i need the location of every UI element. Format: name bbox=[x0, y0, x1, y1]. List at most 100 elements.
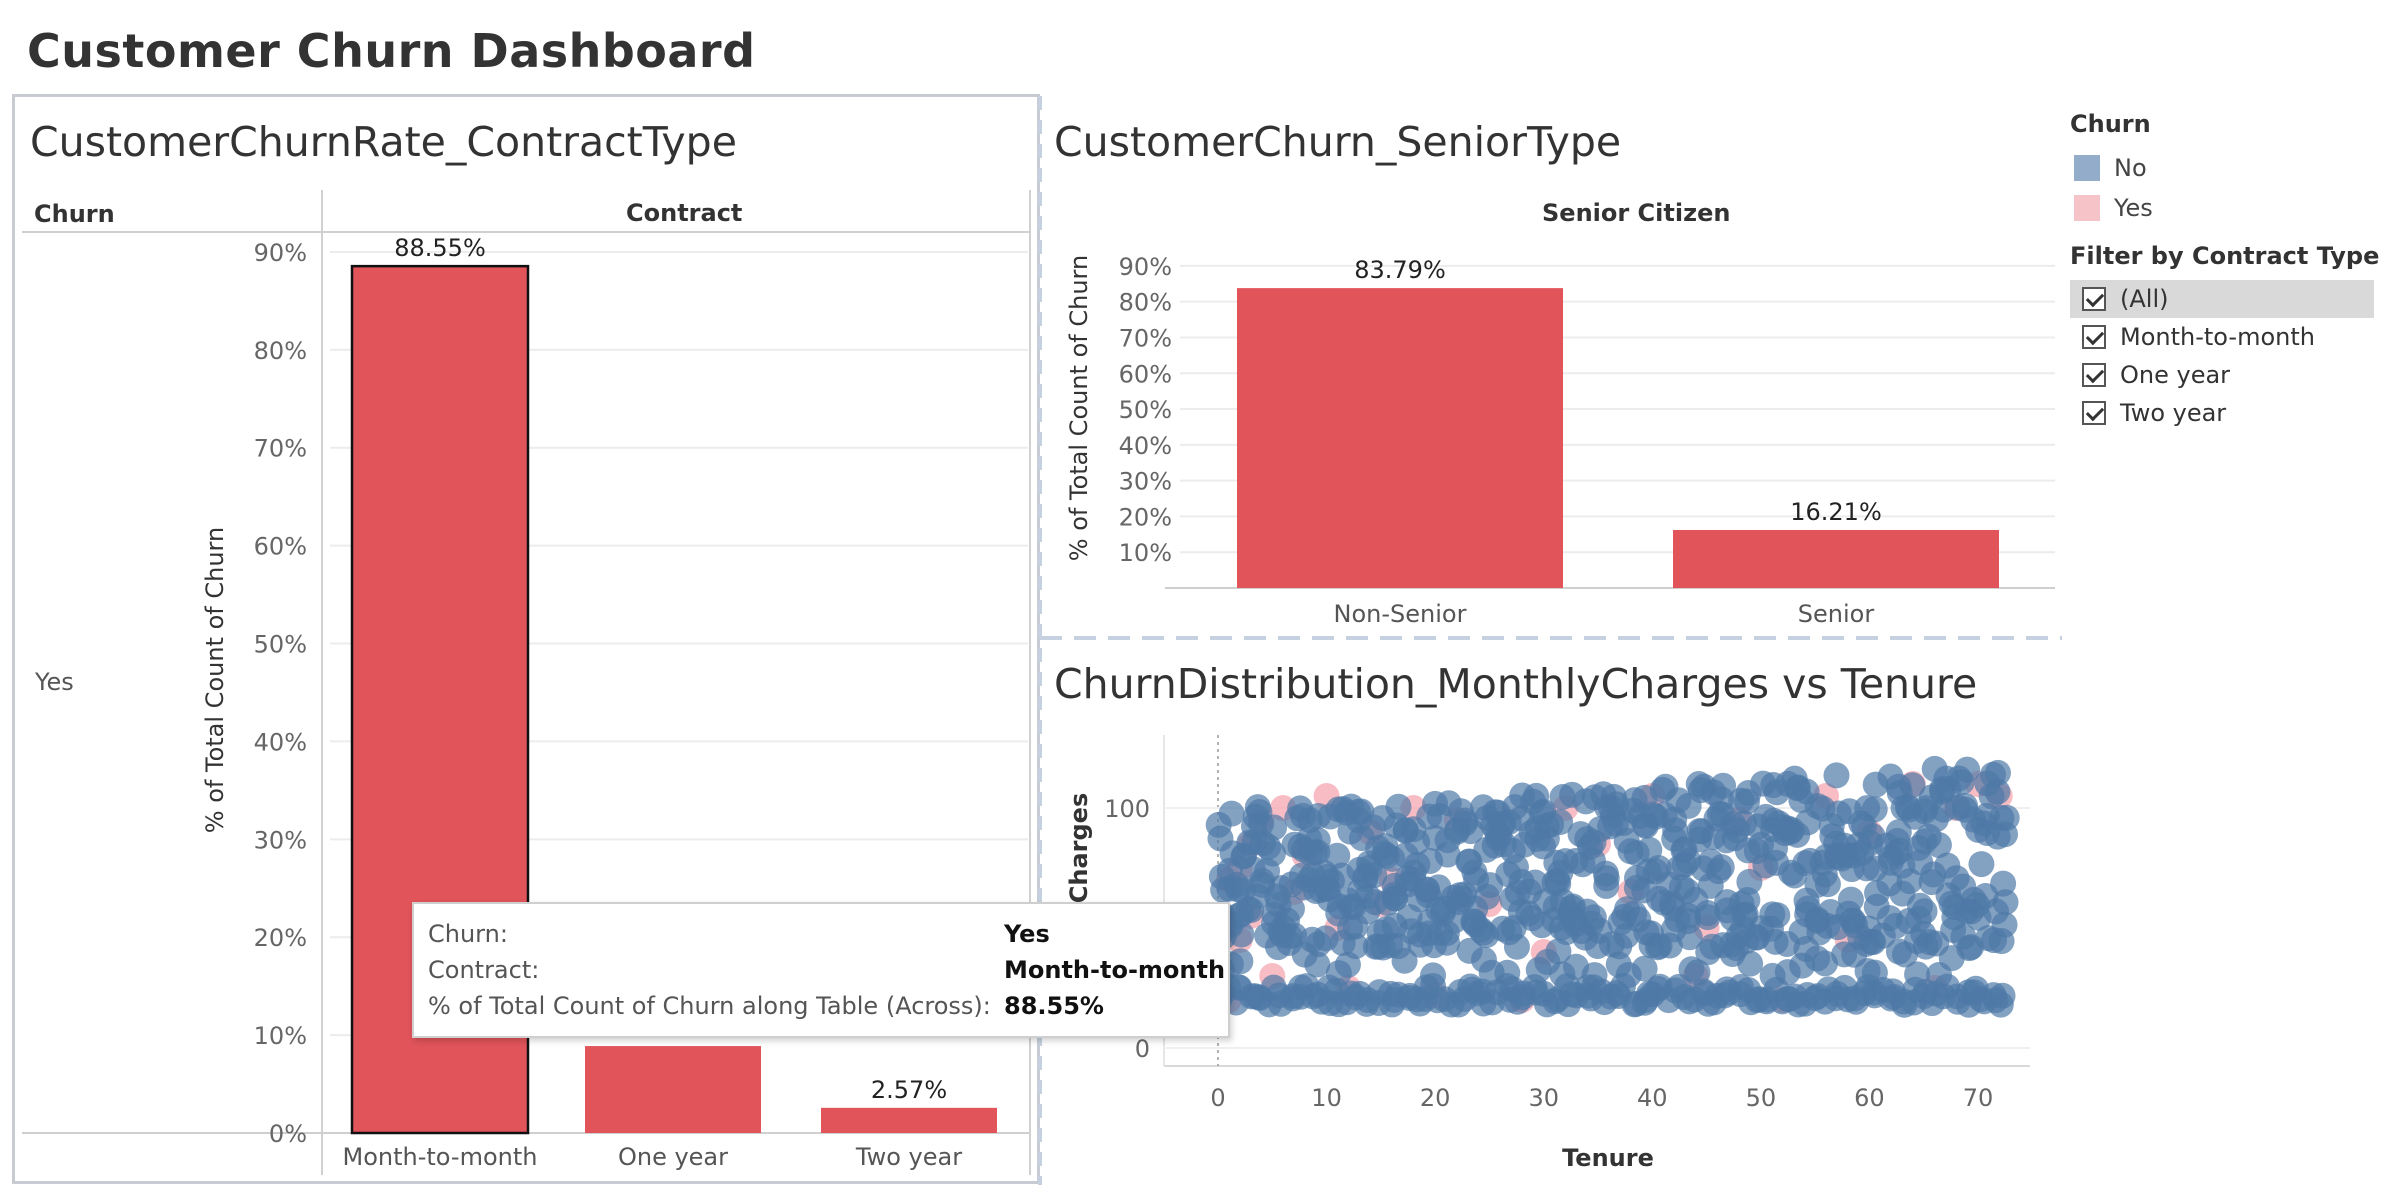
y-tick-label: 60% bbox=[1119, 360, 1172, 388]
scatter-point-no bbox=[1361, 862, 1388, 889]
x-tick-label: 20 bbox=[1420, 1084, 1451, 1112]
filter-option-label: Two year bbox=[2120, 399, 2227, 427]
y-tick-label: 30% bbox=[1119, 468, 1172, 496]
y-tick-label: 0% bbox=[269, 1120, 307, 1148]
x-tick-label: 30 bbox=[1528, 1084, 1559, 1112]
legend-item-no[interactable]: No bbox=[2074, 148, 2153, 188]
bar bbox=[821, 1107, 997, 1133]
scatter-point-no bbox=[1218, 800, 1245, 827]
y-tick-label: 50% bbox=[254, 631, 307, 659]
x-category-label: One year bbox=[618, 1143, 728, 1171]
scatter-point-no bbox=[1708, 786, 1735, 813]
filter-option-one-year[interactable]: One year bbox=[2070, 356, 2374, 394]
filter-option-two-year[interactable]: Two year bbox=[2070, 394, 2374, 432]
y-tick-label: 10% bbox=[254, 1022, 307, 1050]
scatter-point-no bbox=[1814, 871, 1841, 898]
scatter-point-no bbox=[1992, 821, 2019, 848]
scatter-point-no bbox=[1675, 902, 1702, 929]
y-tick-label: 40% bbox=[1119, 432, 1172, 460]
scatter-point-no bbox=[1899, 772, 1926, 799]
legend-title: Churn bbox=[2070, 110, 2151, 138]
tooltip-key-churn: Churn: bbox=[428, 920, 508, 948]
scatter-point-no bbox=[1547, 809, 1574, 836]
y-tick-label: 30% bbox=[254, 826, 307, 854]
x-category-label: Month-to-month bbox=[343, 1143, 538, 1171]
scatter-point-no bbox=[1451, 810, 1478, 837]
scatter-point-no bbox=[1385, 793, 1412, 820]
legend-label-no: No bbox=[2114, 154, 2147, 182]
y-tick-label: 90% bbox=[1119, 253, 1172, 281]
scatter-point-no bbox=[1990, 870, 2017, 897]
scatter-point-no bbox=[1737, 950, 1764, 977]
y-tick-label: 70% bbox=[254, 435, 307, 463]
x-category-label: Two year bbox=[855, 1143, 962, 1171]
scatter-point-no bbox=[1911, 898, 1938, 925]
y-tick-label: 60% bbox=[254, 533, 307, 561]
filter-option-all[interactable]: (All) bbox=[2070, 280, 2374, 318]
scatter-point-no bbox=[1764, 902, 1791, 929]
y-tick-label: 80% bbox=[1119, 289, 1172, 317]
tooltip-value-contract: Month-to-month bbox=[1004, 956, 1226, 984]
x-category-label: Non-Senior bbox=[1334, 600, 1467, 628]
scatter-point-no bbox=[1723, 817, 1750, 844]
bar bbox=[585, 1046, 761, 1133]
legend-swatch-yes bbox=[2074, 195, 2100, 221]
scatter-point-no bbox=[1823, 762, 1850, 789]
filter-option-label: Month-to-month bbox=[2120, 323, 2315, 351]
scatter-point-no bbox=[1925, 831, 1952, 858]
filter-option-month-to-month[interactable]: Month-to-month bbox=[2070, 318, 2374, 356]
x-tick-label: 0 bbox=[1210, 1084, 1225, 1112]
legend-item-yes[interactable]: Yes bbox=[2074, 188, 2153, 228]
scatter-point-no bbox=[1273, 907, 1300, 934]
scatter-point-no bbox=[1631, 955, 1658, 982]
data-label: 88.55% bbox=[394, 234, 486, 262]
bar-tooltip: Churn: Yes Contract: Month-to-month % of… bbox=[412, 902, 1230, 1038]
y-tick-label: 40% bbox=[254, 728, 307, 756]
contract-panel-title: CustomerChurnRate_ContractType bbox=[30, 118, 737, 166]
y-tick-label: 100 bbox=[1104, 795, 1150, 823]
scatter-point-no bbox=[1261, 814, 1288, 841]
checkbox-checked-icon[interactable] bbox=[2082, 401, 2106, 425]
scatter-point-no bbox=[1304, 951, 1331, 978]
scatter-point-no bbox=[1984, 759, 2011, 786]
y-tick-label: 0 bbox=[1135, 1035, 1150, 1063]
bar bbox=[1237, 288, 1563, 588]
data-label: 2.57% bbox=[871, 1076, 947, 1104]
scatter-point-no bbox=[1420, 962, 1447, 989]
scatter-point-no bbox=[1736, 868, 1763, 895]
dashboard-title: Customer Churn Dashboard bbox=[27, 24, 756, 78]
y-tick-label: 50% bbox=[1119, 396, 1172, 424]
checkbox-checked-icon[interactable] bbox=[2082, 325, 2106, 349]
tooltip-key-percent: % of Total Count of Churn along Table (A… bbox=[428, 992, 991, 1020]
churn-legend: No Yes bbox=[2074, 148, 2153, 228]
bar bbox=[1673, 529, 1999, 588]
scatter-point-no bbox=[1656, 932, 1683, 959]
y-tick-label: 80% bbox=[254, 337, 307, 365]
churn-row-header: Churn bbox=[34, 200, 115, 228]
x-tick-label: 60 bbox=[1854, 1084, 1885, 1112]
scatter-point-no bbox=[1304, 827, 1331, 854]
scatter-point-no bbox=[1434, 929, 1461, 956]
scatter-chart: 0 100 0 10 20 30 40 50 60 70 bbox=[1104, 735, 2030, 1112]
scatter-point-no bbox=[1227, 948, 1254, 975]
data-label: 16.21% bbox=[1790, 498, 1882, 526]
checkbox-checked-icon[interactable] bbox=[2082, 363, 2106, 387]
scatter-point-no bbox=[1733, 788, 1760, 815]
x-category-label: Senior bbox=[1798, 600, 1875, 628]
senior-panel-title: CustomerChurn_SeniorType bbox=[1054, 118, 1622, 166]
checkbox-checked-icon[interactable] bbox=[2082, 287, 2106, 311]
scatter-point-no bbox=[1592, 860, 1619, 887]
filter-option-label: One year bbox=[2120, 361, 2231, 389]
scatter-series-no bbox=[1205, 755, 2020, 1018]
filter-option-label: (All) bbox=[2120, 285, 2169, 313]
scatter-point-no bbox=[1978, 783, 2005, 810]
churn-row-value: Yes bbox=[35, 668, 74, 696]
scatter-point-no bbox=[1676, 924, 1703, 951]
x-tick-label: 10 bbox=[1311, 1084, 1342, 1112]
scatter-point-no bbox=[1885, 819, 1912, 846]
scatter-x-axis-title: Tenure bbox=[1562, 1144, 1654, 1172]
filter-title: Filter by Contract Type bbox=[2070, 242, 2380, 270]
scatter-point-no bbox=[1968, 851, 1995, 878]
scatter-point-no bbox=[1228, 921, 1255, 948]
